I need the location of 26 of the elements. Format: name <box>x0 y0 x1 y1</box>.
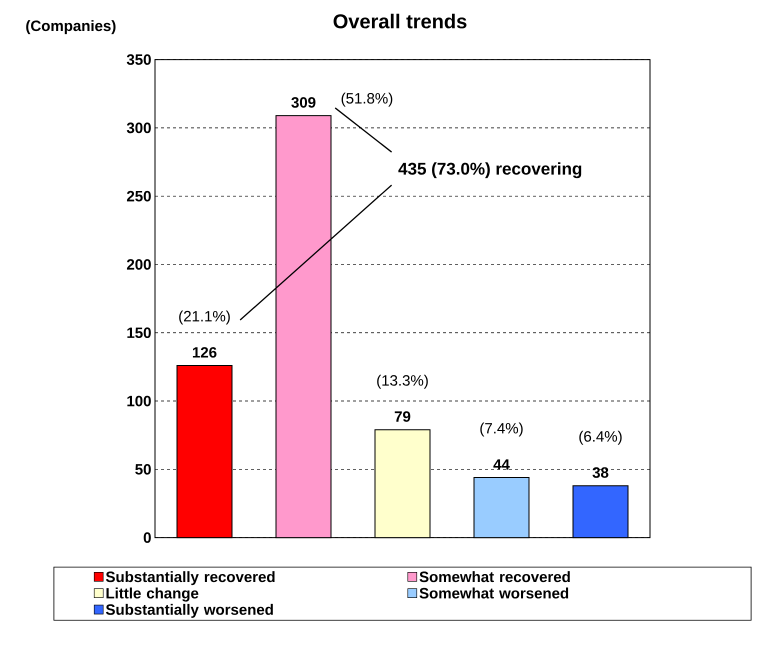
y-tick-label: 200 <box>126 259 151 270</box>
legend-label: Substantially worsened <box>106 604 273 618</box>
y-tick-label: 150 <box>127 327 151 338</box>
data-label: 44 <box>493 459 510 470</box>
y-axis-title: (Companies) <box>26 20 116 34</box>
y-tick-label: 300 <box>126 122 151 134</box>
legend-label: Somewhat worsened <box>420 588 568 599</box>
annotation: (21.1%) <box>179 310 230 325</box>
y-tick-label: 0 <box>144 532 151 543</box>
data-label: 38 <box>592 467 608 478</box>
annotation: 435 (73.0%) recovering <box>398 162 582 178</box>
legend-label: Somewhat recovered <box>420 571 570 582</box>
data-label: 126 <box>192 347 216 358</box>
y-tick-label: 250 <box>126 190 151 202</box>
annotation: (7.4%) <box>480 422 523 436</box>
legend-label: Little change <box>106 588 198 602</box>
annotation: (51.8%) <box>342 92 392 107</box>
annotation: (6.4%) <box>579 430 622 445</box>
data-label: 79 <box>394 411 410 422</box>
data-label: 309 <box>291 97 316 108</box>
legend-label: Substantially recovered <box>106 571 275 586</box>
y-tick-label: 50 <box>135 464 151 475</box>
chart-title: Overall trends <box>334 14 466 28</box>
annotation: (13.3%) <box>377 374 428 389</box>
y-tick-label: 350 <box>126 54 151 65</box>
y-tick-label: 100 <box>127 396 151 406</box>
